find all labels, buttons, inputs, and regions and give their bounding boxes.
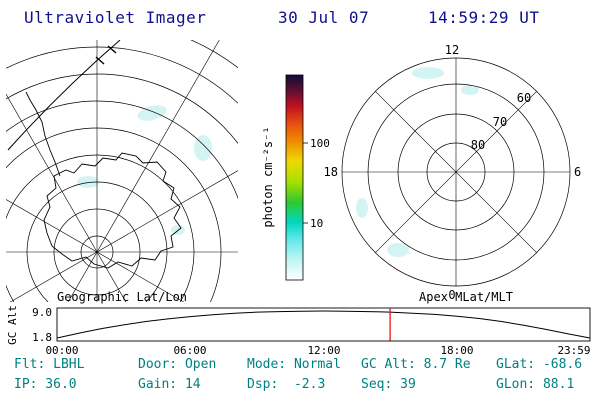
gc-alt-panel: GC Alt 9.0 1.8 00:00 06:00 12:00 18:00 2… [6, 305, 591, 357]
mlt-label-18: 18 [324, 165, 338, 179]
geo-plot [6, 40, 238, 302]
ut-tick-1800: 18:00 [440, 344, 473, 357]
colorbar: 100 10 photon cm⁻²s⁻¹ [261, 74, 330, 281]
antarctica-coastline [43, 152, 182, 269]
apex-plot: 12 18 6 0 60 70 80 [324, 43, 582, 302]
mlt-label-0: 0 [448, 288, 455, 302]
apex-emission-patches [356, 67, 479, 257]
geo-emission-patches [77, 105, 212, 235]
geo-caption: Geographic Lat/Lon [57, 290, 187, 304]
colorbar-gradient [285, 74, 304, 281]
ut-tick-2359: 23:59 [557, 344, 590, 357]
status-gc-alt: GC Alt: 8.7 Re [361, 357, 471, 372]
ut-tick-0600: 06:00 [173, 344, 206, 357]
mlat-label-80: 80 [471, 138, 485, 152]
status-ip: IP: 36.0 [14, 377, 77, 392]
status-gain: Gain: 14 [138, 377, 201, 392]
ut-tick-0000: 00:00 [45, 344, 78, 357]
mlt-label-6: 6 [574, 165, 581, 179]
header-time: 14:59:29 UT [428, 8, 540, 27]
apex-mlt-spokes [342, 58, 570, 286]
mlt-label-12: 12 [445, 43, 459, 57]
header-date: 30 Jul 07 [278, 8, 370, 27]
ut-tick-1200: 12:00 [307, 344, 340, 357]
mlat-label-60: 60 [517, 91, 531, 105]
colorbar-tick-label-100: 100 [310, 137, 330, 150]
colorbar-tick-label-10: 10 [310, 217, 323, 230]
status-door: Door: Open [138, 357, 217, 372]
apex-caption: Apex MLat/MLT [419, 290, 513, 304]
app-title: Ultraviolet Imager [24, 8, 207, 27]
gc-alt-ymax: 9.0 [32, 306, 52, 319]
status-flt: Flt: LBHL [14, 357, 85, 372]
status-glat: GLat: -68.6 [496, 357, 583, 372]
mlat-label-70: 70 [493, 115, 507, 129]
gc-alt-frame [56, 307, 591, 342]
status-seq: Seq: 39 [361, 377, 416, 392]
terminator-track [7, 40, 121, 151]
antarctic-peninsula-coastline [25, 91, 61, 177]
gc-alt-axis-label: GC Alt [6, 305, 19, 345]
status-glon: GLon: 88.1 [496, 377, 575, 392]
geo-meridian-lines [6, 40, 238, 302]
status-dsp: Dsp: -2.3 [247, 377, 326, 392]
gc-alt-curve [56, 310, 591, 339]
gc-alt-ymin: 1.8 [32, 331, 52, 344]
status-mode: Mode: Normal [247, 357, 341, 372]
colorbar-units-label: photon cm⁻²s⁻¹ [261, 126, 275, 227]
